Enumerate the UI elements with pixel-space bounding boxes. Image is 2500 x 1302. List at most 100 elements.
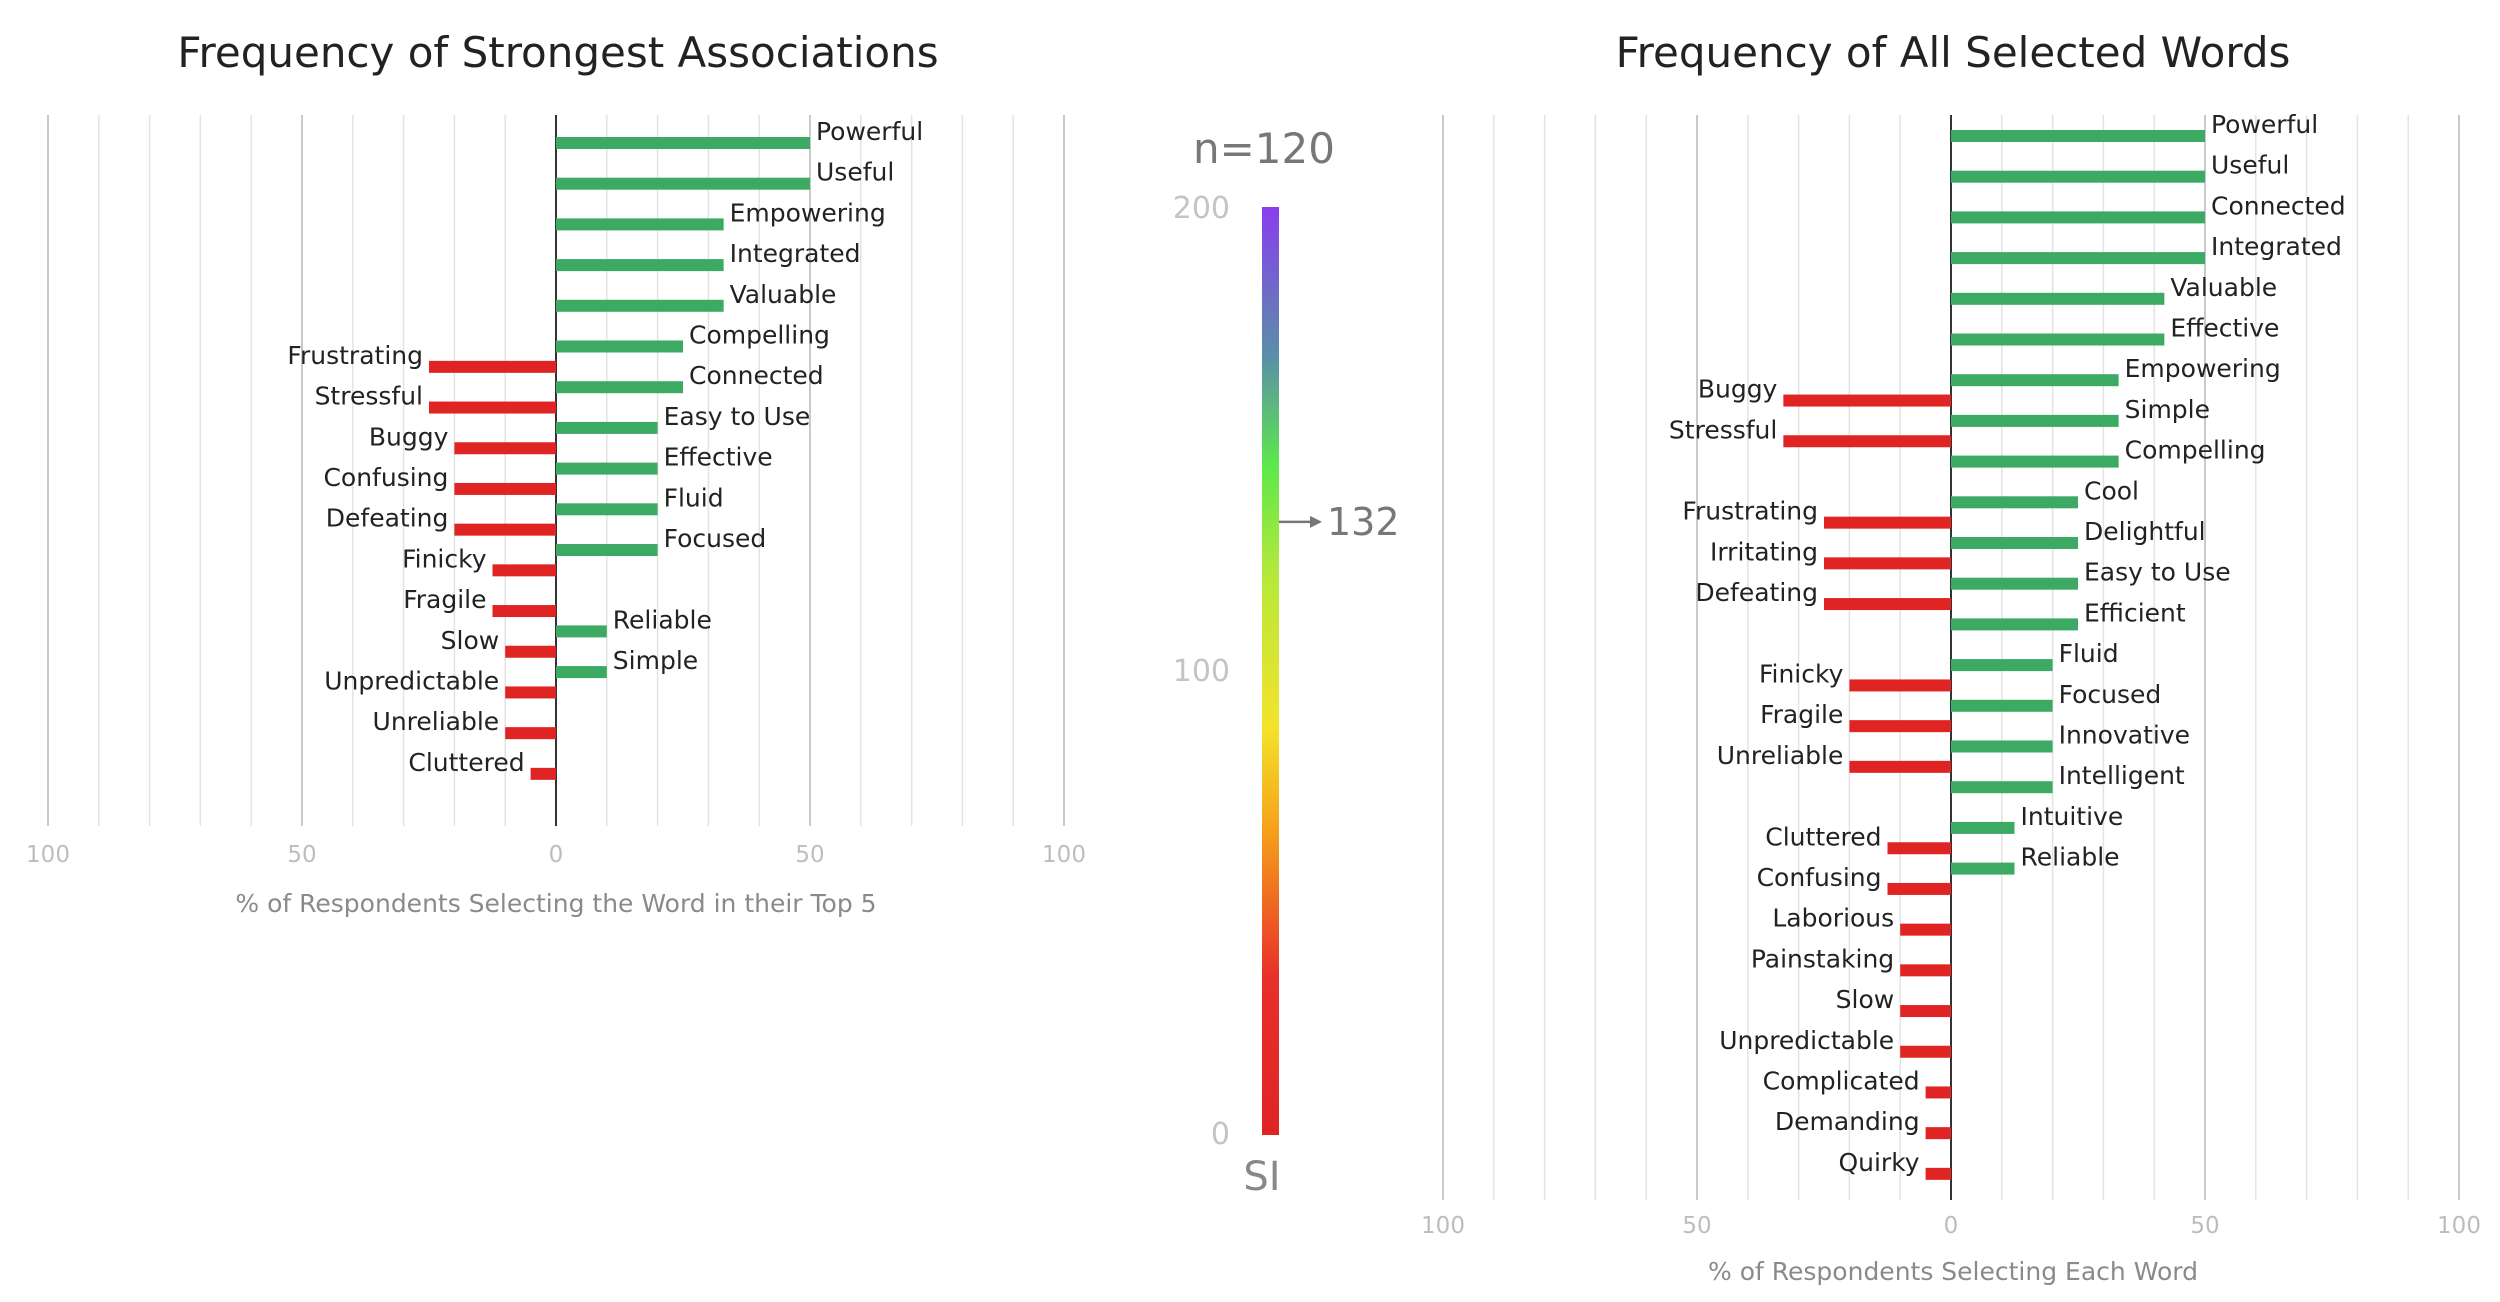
bar-label: Unpredictable (1719, 1026, 1894, 1055)
bar-label: Connected (689, 361, 824, 390)
scale-tick-label: 200 (1173, 191, 1230, 226)
strongest-bar-simple (556, 666, 607, 679)
bar-label: Frustrating (1682, 497, 1818, 526)
bar-label: Simple (613, 646, 698, 675)
x-tick-label: 50 (1682, 1213, 1711, 1239)
all-words-bar-effective (1951, 333, 2165, 346)
all-words-bar-reliable (1951, 862, 2015, 875)
all-words-bar-fluid (1951, 659, 2053, 672)
bar-label: Cool (2084, 476, 2139, 505)
strongest-bar-compelling (556, 340, 683, 353)
all-words-bar-intuitive (1951, 821, 2015, 834)
bars (429, 137, 810, 780)
strongest-bar-frustrating (429, 360, 556, 373)
bar-label: Powerful (2211, 110, 2318, 139)
bar-label: Valuable (730, 280, 837, 309)
bar-label: Compelling (689, 321, 830, 350)
grid-lines (1442, 115, 2460, 1200)
bar-label: Intuitive (2021, 802, 2124, 831)
x-tick-label: 100 (1421, 1213, 1465, 1239)
x-tick-label: 100 (2437, 1213, 2481, 1239)
all-words-bar-delightful (1951, 537, 2078, 549)
bar-label: Buggy (369, 422, 449, 451)
all-words-bar-powerful (1951, 130, 2205, 142)
all-words-bar-frustrating (1824, 516, 1951, 529)
bar-label: Easy to Use (2084, 558, 2231, 587)
bar-label: Defeating (326, 504, 449, 533)
all-words-bar-simple (1951, 414, 2119, 427)
bar-label: Slow (441, 626, 500, 655)
all-words-bar-demanding (1925, 1127, 1951, 1140)
strongest-bar-confusing (454, 482, 556, 495)
bar-label: Reliable (2021, 843, 2120, 872)
all-words-bar-unreliable (1849, 760, 1951, 773)
bar-label: Painstaking (1751, 944, 1894, 973)
bar-label: Unreliable (373, 707, 500, 736)
all-words-bar-complicated (1925, 1086, 1951, 1099)
all-words-bar-efficient (1951, 618, 2078, 631)
x-tick-label: 50 (795, 842, 824, 868)
x-tick-label: 50 (287, 842, 316, 868)
bar-label: Laborious (1772, 904, 1894, 933)
bar-label: Frustrating (287, 341, 423, 370)
bar-label: Easy to Use (664, 402, 811, 431)
bar-label: Useful (2211, 151, 2289, 180)
strongest-bar-unreliable (505, 727, 556, 740)
strongest-bar-focused (556, 544, 658, 556)
bar-label: Useful (816, 158, 894, 187)
all-words-bar-empowering (1951, 374, 2119, 387)
all-words-bar-stressful (1783, 435, 1951, 448)
all-words-bar-cluttered (1887, 842, 1951, 855)
sample-size-label: n=120 (1193, 124, 1335, 173)
arrow-icon (1310, 515, 1322, 528)
strongest-bar-connected (556, 381, 683, 394)
strongest-bar-slow (505, 645, 556, 658)
x-tick-label: 100 (26, 842, 70, 868)
bar-label: Irritating (1710, 537, 1818, 566)
bar-label: Innovative (2059, 721, 2190, 750)
scale-tick-labels: 0 100 200 (1173, 191, 1230, 1152)
x-tick-label: 0 (1944, 1213, 1959, 1239)
si-color-scale (1262, 207, 1279, 1135)
bar-label: Finicky (1759, 659, 1844, 688)
bar-label: Fragile (403, 585, 486, 614)
bar-label: Unpredictable (324, 666, 499, 695)
strongest-bar-cluttered (530, 767, 556, 780)
bar-label: Integrated (730, 239, 861, 268)
bar-label: Confusing (1757, 863, 1882, 892)
strongest-bar-useful (556, 177, 810, 190)
bar-label: Powerful (816, 117, 923, 146)
chart-title-strongest: Frequency of Strongest Associations (177, 28, 938, 77)
bar-label: Stressful (1669, 415, 1777, 444)
strongest-bar-valuable (556, 299, 724, 312)
bar-label: Buggy (1698, 375, 1778, 404)
strongest-bar-reliable (556, 625, 607, 638)
bar-label: Confusing (323, 463, 448, 492)
si-gauge: n=120 0 100 200 132 SI (1173, 124, 1400, 1200)
bar-label: Slow (1836, 985, 1895, 1014)
bar-labels: Powerful Useful Connected Integrated Valuabl… (1669, 110, 2346, 1177)
bars (1783, 130, 2205, 1180)
x-tick-label: 0 (549, 842, 564, 868)
strongest-bar-integrated (556, 259, 724, 272)
bar-label: Fluid (664, 483, 724, 512)
si-value-label: 132 (1327, 500, 1400, 544)
bar-label: Valuable (2170, 273, 2277, 302)
strongest-bar-unpredictable (505, 686, 556, 699)
all-words-bar-irritating (1824, 557, 1951, 570)
strongest-bar-empowering (556, 218, 724, 231)
x-axis-label-strongest: % of Respondents Selecting the Word in t… (235, 889, 876, 918)
all-words-bar-unpredictable (1900, 1045, 1951, 1058)
strongest-bar-easy-to-use (556, 421, 658, 434)
bar-label: Delightful (2084, 517, 2206, 546)
bar-label: Effective (2170, 314, 2279, 343)
strongest-bar-stressful (429, 401, 556, 414)
bar-label: Focused (2059, 680, 2162, 709)
strongest-bar-buggy (454, 442, 556, 455)
bar-label: Fragile (1760, 700, 1843, 729)
all-words-bar-integrated (1951, 252, 2205, 265)
x-tick-label: 100 (1042, 842, 1086, 868)
scale-tick-label: 0 (1211, 1117, 1230, 1152)
strongest-bar-powerful (556, 137, 810, 149)
